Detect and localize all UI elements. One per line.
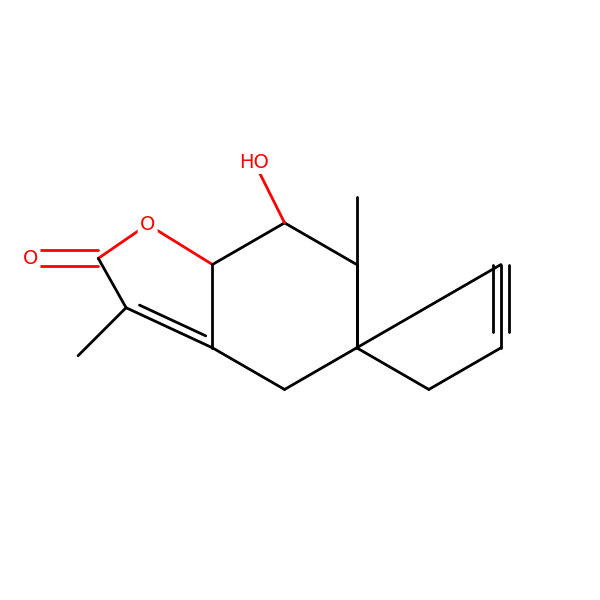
Text: O: O — [140, 215, 155, 234]
Text: HO: HO — [239, 152, 269, 172]
Text: O: O — [23, 249, 38, 268]
